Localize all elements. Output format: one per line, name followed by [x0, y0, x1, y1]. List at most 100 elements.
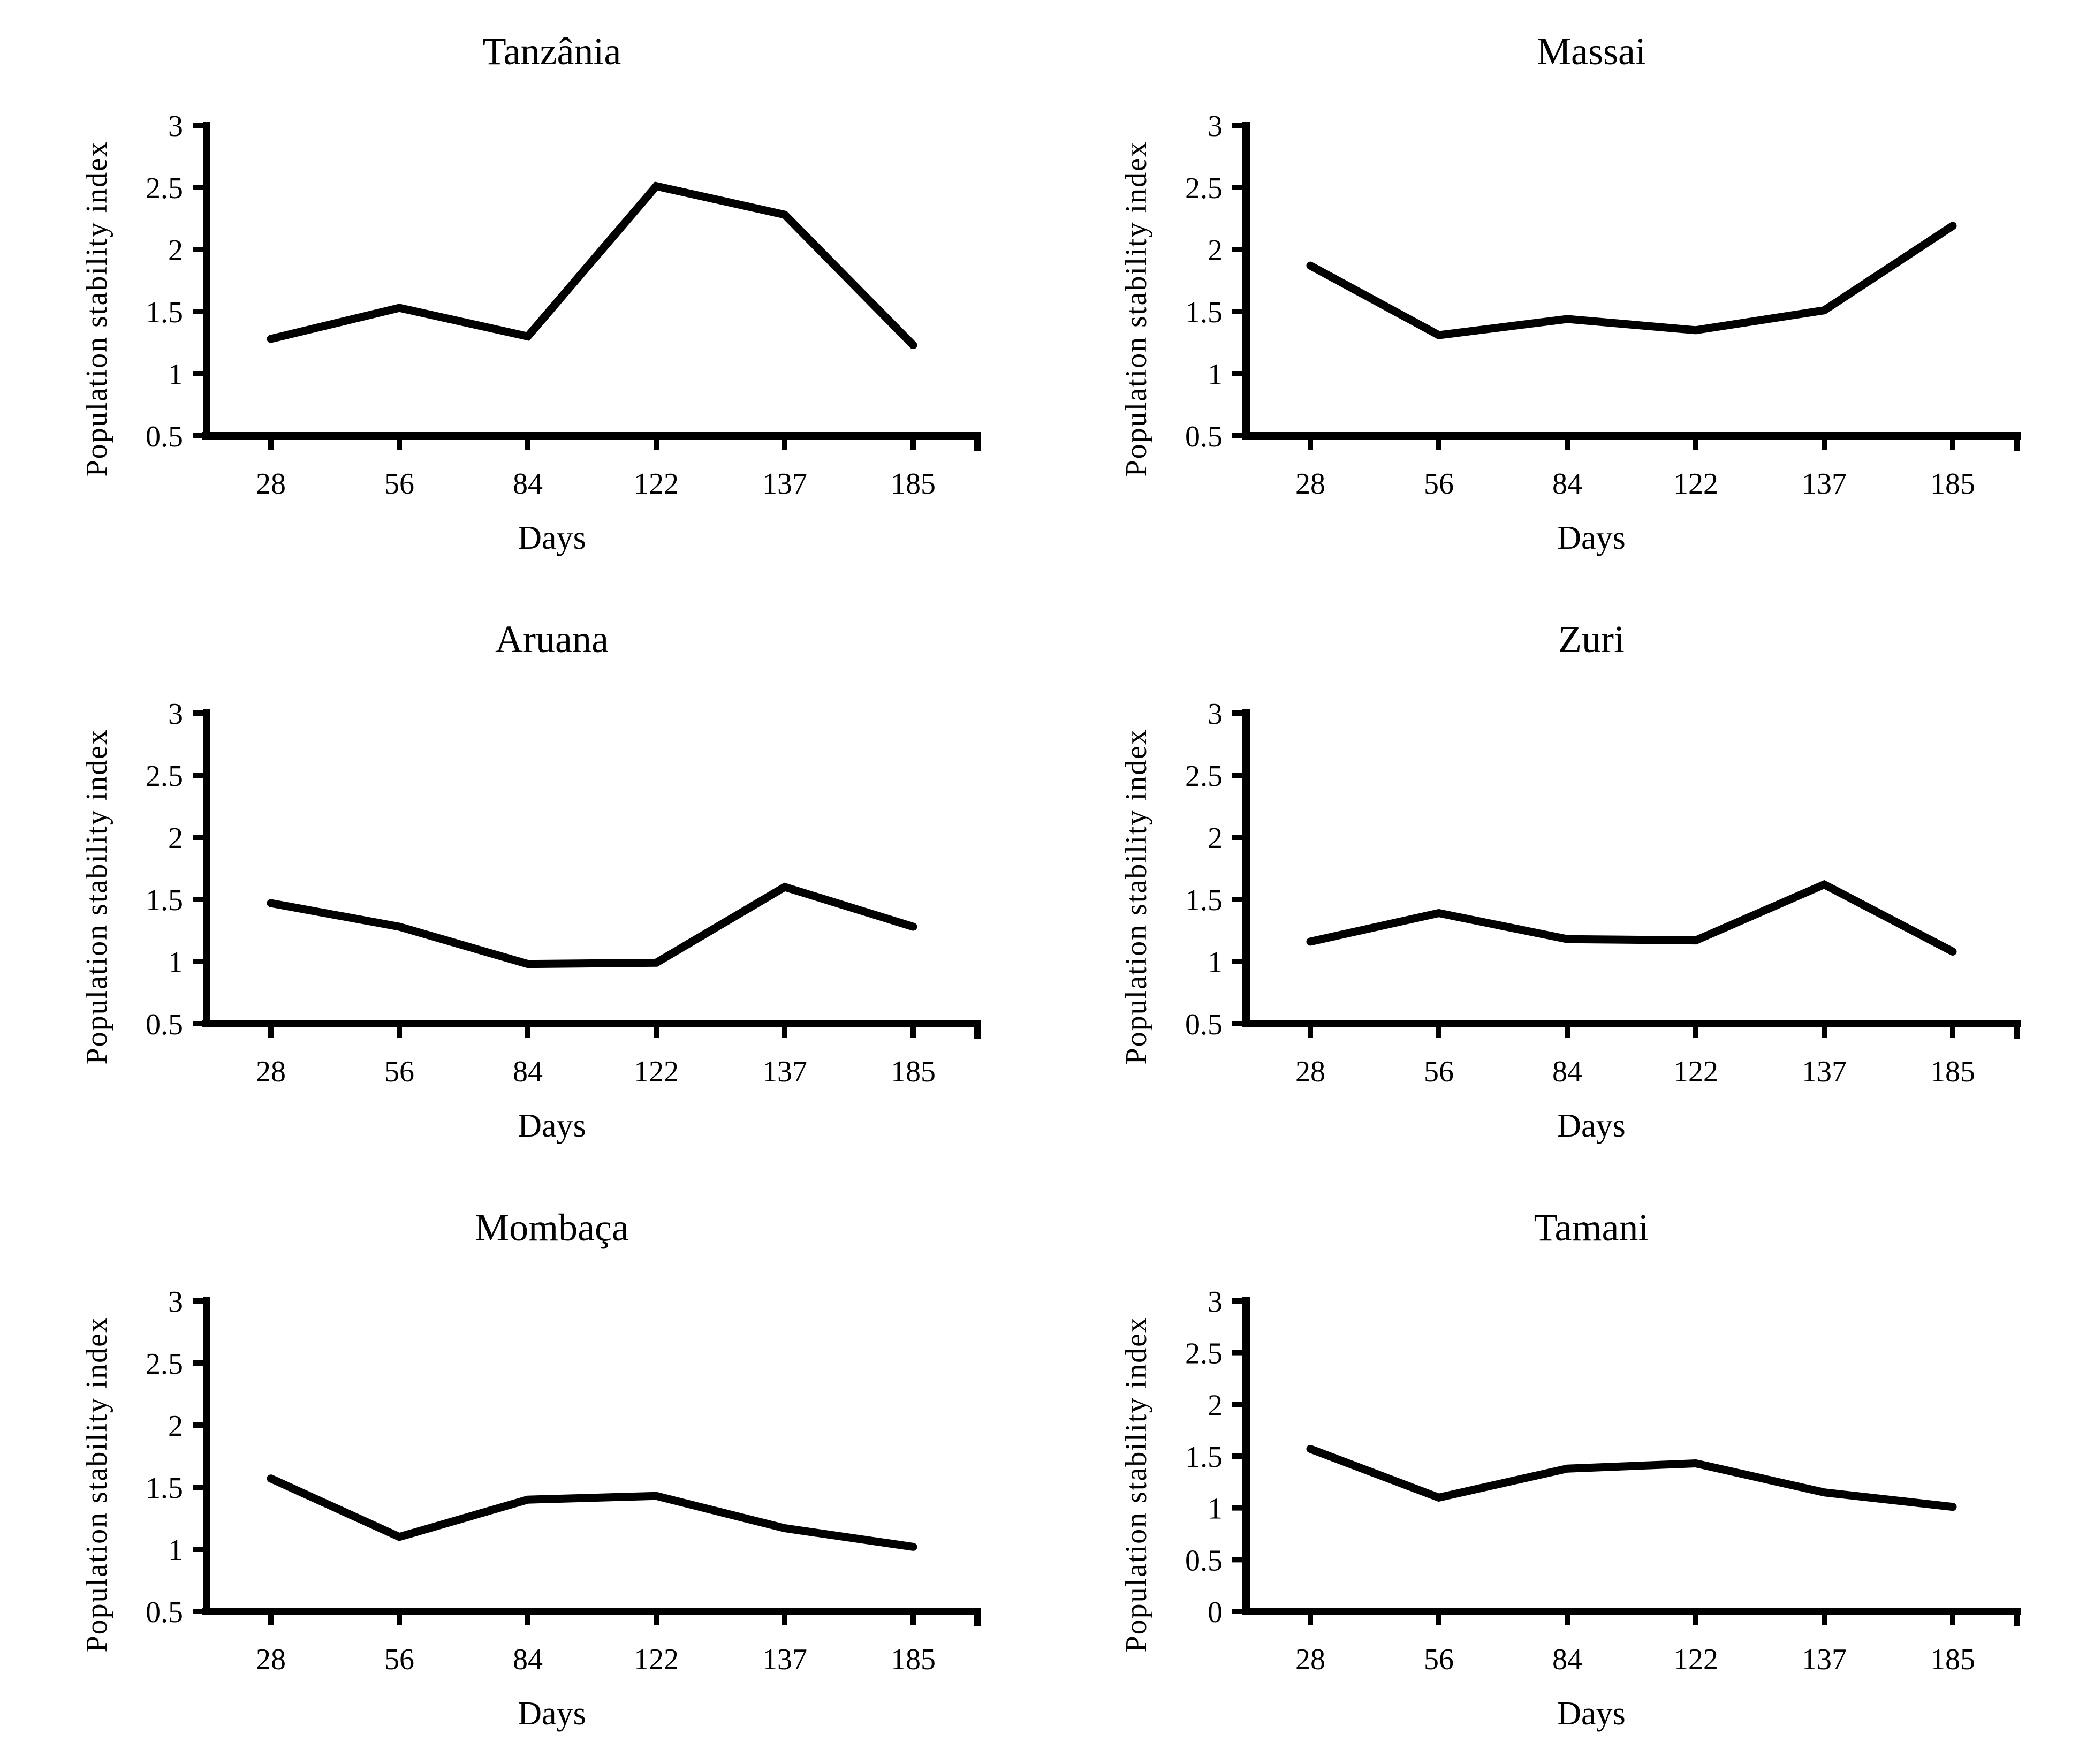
x-tick-label: 122: [1673, 1055, 1718, 1088]
x-tick-label: 56: [384, 1055, 414, 1088]
x-axis-label: Days: [1557, 1695, 1626, 1732]
x-axis-label: Days: [518, 1107, 586, 1144]
y-tick-label: 1: [1208, 1493, 1223, 1526]
x-tick-label: 122: [1673, 1643, 1718, 1676]
x-tick-label: 56: [1424, 1643, 1454, 1676]
x-tick-label: 122: [634, 1055, 679, 1088]
chart-title: Tamani: [1534, 1206, 1649, 1249]
y-tick-label: 0.5: [1185, 1544, 1223, 1577]
y-tick-label: 1: [168, 1534, 183, 1567]
x-tick-label: 84: [513, 1643, 543, 1676]
y-tick-label: 3: [1208, 698, 1223, 731]
x-tick-label: 56: [384, 467, 414, 501]
x-tick-label: 56: [384, 1643, 414, 1676]
plot-area: 0.5 1 1.5 2 2.5 3 28 56 84 122 137 185: [1185, 110, 2021, 501]
y-axis-label: Population stability index: [80, 728, 113, 1065]
x-tick-label: 28: [1295, 467, 1325, 501]
y-tick-label: 1: [1208, 358, 1223, 391]
y-tick-label: 3: [168, 110, 183, 143]
y-tick-label: 1: [1208, 946, 1223, 979]
y-tick-label: 1: [168, 946, 183, 979]
chart-cell-aruana: Aruana Population stability index 0.5 1 1.…: [0, 588, 1040, 1176]
x-tick-label: 137: [1802, 467, 1847, 501]
y-tick-label: 1.5: [146, 1472, 183, 1505]
y-tick-label: 3: [1208, 1285, 1223, 1319]
y-tick-label: 1.5: [1185, 1441, 1223, 1474]
y-tick-label: 2.5: [146, 1347, 183, 1381]
x-tick-label: 56: [1424, 467, 1454, 501]
x-tick-label: 185: [1930, 1055, 1975, 1088]
x-tick-label: 185: [1930, 1643, 1975, 1676]
chart-massai: Massai Population stability index 0.5 1 1.…: [1088, 31, 2030, 557]
data-line: [267, 181, 917, 349]
data-line: [267, 1474, 917, 1551]
x-tick-label: 28: [256, 1643, 286, 1676]
chart-cell-tamani: Tamani Population stability index 0 0.5 1 1…: [1040, 1176, 2079, 1764]
y-axis-label: Population stability index: [80, 1316, 113, 1653]
x-tick-label: 185: [1930, 467, 1975, 501]
chart-aruana: Aruana Population stability index 0.5 1 1.…: [49, 618, 991, 1145]
x-tick-label: 137: [1802, 1643, 1847, 1676]
plot-area: 0.5 1 1.5 2 2.5 3 28 56 84 122 137 185: [146, 110, 981, 501]
y-tick-label: 2.5: [1185, 760, 1223, 793]
y-tick-label: 2: [168, 822, 183, 855]
x-axis-label: Days: [518, 519, 586, 556]
y-tick-label: 0.5: [1185, 420, 1223, 453]
y-tick-label: 1.5: [146, 884, 183, 917]
x-tick-label: 185: [891, 467, 936, 501]
chart-title: Tanzânia: [482, 30, 621, 73]
y-tick-label: 1.5: [1185, 884, 1223, 917]
x-tick-label: 137: [762, 467, 807, 501]
y-tick-label: 1.5: [1185, 296, 1223, 329]
y-tick-label: 2: [1208, 234, 1223, 267]
y-tick-label: 0.5: [146, 1008, 183, 1041]
y-tick-label: 2: [1208, 1389, 1223, 1422]
chart-cell-zuri: Zuri Population stability index 0.5 1 1.5 2…: [1040, 588, 2079, 1176]
data-line: [1306, 222, 1957, 339]
plot-area: 0.5 1 1.5 2 2.5 3 28 56 84 122 137 185: [1185, 698, 2021, 1088]
x-tick-label: 137: [1802, 1055, 1847, 1088]
y-tick-label: 2: [1208, 822, 1223, 855]
x-tick-label: 137: [762, 1643, 807, 1676]
y-tick-label: 2: [168, 234, 183, 267]
chart-tanzania: Tanzânia Population stability index 0.5 1…: [49, 31, 991, 557]
x-tick-label: 84: [1552, 1643, 1582, 1676]
plot-area: 0 0.5 1 1.5 2 2.5 3 28 56 84 122 137 185: [1185, 1285, 2021, 1676]
chart-cell-mombaca: Mombaça Population stability index 0.5 1 1…: [0, 1176, 1040, 1764]
plot-area: 0.5 1 1.5 2 2.5 3 28 56 84 122 137 185: [146, 698, 981, 1088]
x-tick-label: 122: [1673, 467, 1718, 501]
chart-title: Aruana: [495, 618, 609, 661]
plot-area: 0.5 1 1.5 2 2.5 3 28 56 84 122 137 185: [146, 1285, 981, 1676]
y-axis-label: Population stability index: [1120, 140, 1153, 477]
y-tick-label: 3: [168, 698, 183, 731]
y-axis-label: Population stability index: [80, 140, 113, 477]
x-tick-label: 185: [891, 1643, 936, 1676]
y-tick-label: 2.5: [146, 172, 183, 205]
x-tick-label: 185: [891, 1055, 936, 1088]
x-tick-label: 28: [256, 467, 286, 501]
y-tick-label: 2.5: [146, 760, 183, 793]
x-tick-label: 28: [256, 1055, 286, 1088]
data-line: [267, 882, 917, 968]
y-tick-label: 0.5: [146, 420, 183, 453]
x-axis-label: Days: [518, 1695, 586, 1732]
y-tick-label: 2: [168, 1410, 183, 1443]
y-tick-label: 3: [168, 1285, 183, 1319]
chart-zuri: Zuri Population stability index 0.5 1 1.5 2…: [1088, 618, 2030, 1145]
data-line: [1306, 1445, 1957, 1511]
x-tick-label: 122: [634, 1643, 679, 1676]
x-tick-label: 84: [513, 1055, 543, 1088]
y-tick-label: 2.5: [1185, 1337, 1223, 1371]
x-tick-label: 84: [1552, 1055, 1582, 1088]
y-tick-label: 2.5: [1185, 172, 1223, 205]
x-axis-label: Days: [1557, 1107, 1626, 1144]
y-tick-label: 0.5: [1185, 1008, 1223, 1041]
x-tick-label: 137: [762, 1055, 807, 1088]
y-axis-label: Population stability index: [1120, 728, 1153, 1065]
x-tick-label: 84: [513, 467, 543, 501]
chart-title: Massai: [1537, 30, 1646, 73]
chart-tamani: Tamani Population stability index 0 0.5 1 1…: [1088, 1206, 2030, 1733]
y-tick-label: 1.5: [146, 296, 183, 329]
y-axis-label: Population stability index: [1120, 1316, 1153, 1653]
